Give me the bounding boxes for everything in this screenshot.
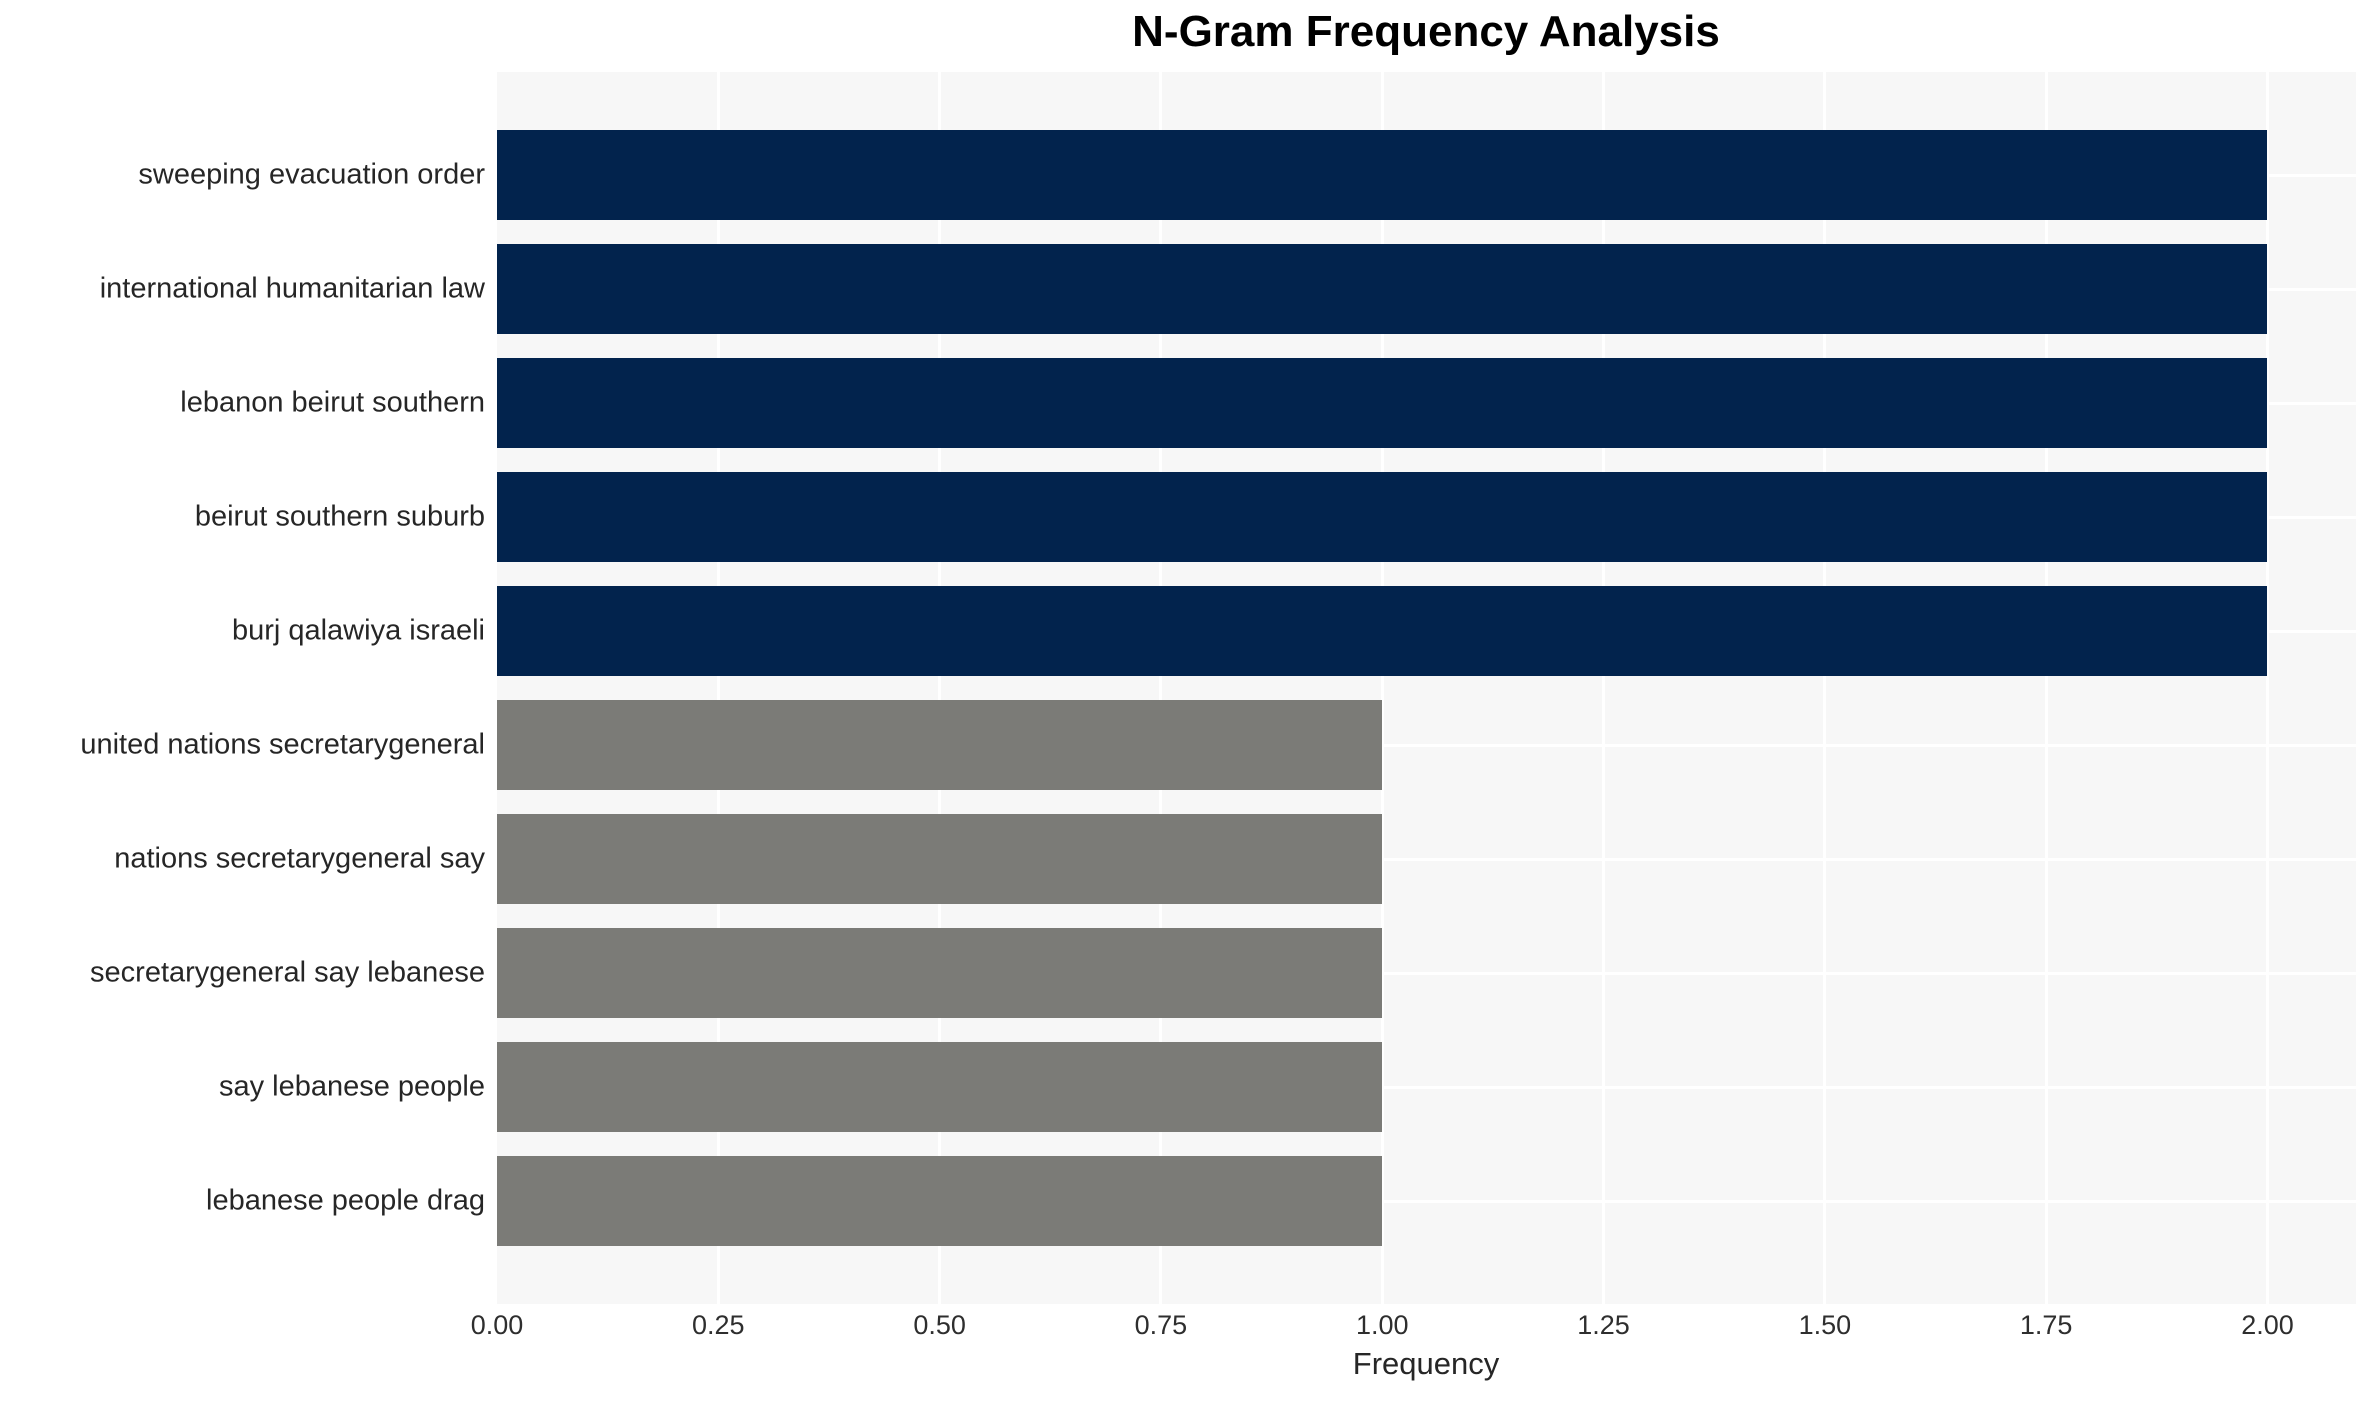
x-axis-tick-label: 1.75 xyxy=(2019,1310,2073,1340)
vertical-gridline xyxy=(1380,72,1384,1304)
plot-area xyxy=(497,72,2356,1304)
bar-burj-qalawiya-israeli xyxy=(497,586,2268,676)
bar-secretarygeneral-say-lebanese xyxy=(497,928,1383,1018)
bar-beirut-southern-suburb xyxy=(497,472,2268,562)
bar-say-lebanese-people xyxy=(497,1042,1383,1132)
vertical-gridline xyxy=(1823,72,1827,1304)
bar-sweeping-evacuation-order xyxy=(497,130,2268,220)
vertical-gridline xyxy=(938,72,942,1304)
y-axis-label: secretarygeneral say lebanese xyxy=(90,956,485,989)
vertical-gridline xyxy=(716,72,720,1304)
bar-lebanese-people-drag xyxy=(497,1156,1383,1246)
vertical-gridline xyxy=(2265,72,2269,1304)
x-axis-tick-label: 0.75 xyxy=(1134,1310,1188,1340)
x-axis-tick-label: 0.00 xyxy=(470,1310,524,1340)
vertical-gridline xyxy=(2044,72,2048,1304)
horizontal-gridline xyxy=(497,1199,2356,1203)
bar-lebanon-beirut-southern xyxy=(497,358,2268,448)
y-axis-label: lebanon beirut southern xyxy=(180,386,485,419)
vertical-gridline xyxy=(1159,72,1163,1304)
x-axis-tick-label: 2.00 xyxy=(2241,1310,2294,1340)
horizontal-gridline xyxy=(497,971,2356,975)
bar-international-humanitarian-law xyxy=(497,244,2268,334)
x-axis-tick-label: 1.25 xyxy=(1577,1310,1630,1340)
vertical-gridline xyxy=(1602,72,1606,1304)
chart-title: N-Gram Frequency Analysis xyxy=(1132,7,1720,56)
y-axis-label: lebanese people drag xyxy=(206,1184,485,1217)
y-axis-label: sweeping evacuation order xyxy=(138,158,485,191)
y-axis-label: beirut southern suburb xyxy=(194,500,485,533)
y-axis-label: nations secretarygeneral say xyxy=(114,842,485,875)
y-axis-label: international humanitarian law xyxy=(99,272,485,305)
y-axis-label: united nations secretarygeneral xyxy=(80,728,485,761)
x-axis-tick-label: 0.25 xyxy=(692,1310,745,1340)
x-axis-tick-label: 1.50 xyxy=(1798,1310,1852,1340)
y-axis-label: say lebanese people xyxy=(218,1070,485,1103)
horizontal-gridline xyxy=(497,1085,2356,1089)
horizontal-gridline xyxy=(497,743,2356,747)
x-axis-tick-label: 0.50 xyxy=(913,1310,966,1340)
y-axis-label: burj qalawiya israeli xyxy=(231,614,485,647)
bar-nations-secretarygeneral-say xyxy=(497,814,1383,904)
bar-united-nations-secretarygeneral xyxy=(497,700,1383,790)
x-axis-title: Frequency xyxy=(1352,1346,1500,1381)
x-axis-tick-label: 1.00 xyxy=(1355,1310,1409,1340)
horizontal-gridline xyxy=(497,857,2356,861)
